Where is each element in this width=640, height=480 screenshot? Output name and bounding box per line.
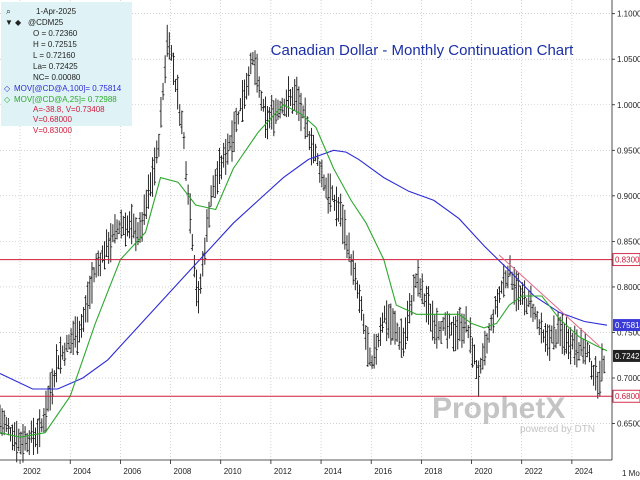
ma25-diamond-icon: ◇ <box>4 95 11 104</box>
x-tick-label: 2012 <box>274 467 292 476</box>
y-tick-label: 1.00000 <box>617 101 640 110</box>
ma100-line <box>0 149 608 390</box>
footer-label: 1 Mon <box>622 469 640 478</box>
info-line: La= 0.72425 <box>33 62 78 71</box>
value-marker-label: 0.72425 <box>615 352 640 361</box>
info-line: H = 0.72515 <box>33 40 77 49</box>
x-tick-label: 2016 <box>374 467 392 476</box>
info-symbol: @CDM25 <box>28 18 64 27</box>
hline-value-label: 0.68000 <box>615 392 640 401</box>
info-red-line: V=0.83000 <box>33 126 72 135</box>
y-tick-label: 1.05000 <box>617 55 640 64</box>
collapse-arrow-icon[interactable]: ▼ <box>5 18 13 27</box>
info-panel: ⌕ 1-Apr-2025 ▼ ◆ @CDM25 O = 0.72360 H = … <box>1 2 132 126</box>
hline-value-box <box>612 389 640 403</box>
search-icon: ⌕ <box>6 6 11 16</box>
hline-value-label: 0.83000 <box>615 256 640 265</box>
y-tick-label: 0.95000 <box>617 146 640 155</box>
info-line: L = 0.72160 <box>33 51 76 60</box>
info-ma25-label: MOV[@CD@A,25]= 0.72988 <box>14 95 117 104</box>
x-tick-label: 2022 <box>525 467 543 476</box>
x-tick-label: 2024 <box>575 467 593 476</box>
watermark-brand: ProphetX <box>432 392 565 425</box>
hline-value-box <box>612 253 640 267</box>
value-marker-box <box>613 349 640 362</box>
watermark-sub: powered by DTN <box>520 424 595 435</box>
info-line: NC= 0.00080 <box>33 73 81 82</box>
info-red-line: A=-38.8, V=0.73408 <box>33 105 105 114</box>
x-tick-label: 2010 <box>224 467 242 476</box>
info-line: O = 0.72360 <box>33 29 78 38</box>
x-tick-label: 2002 <box>23 467 41 476</box>
x-tick-label: 2018 <box>424 467 442 476</box>
value-marker-label: 0.75814 <box>615 321 640 330</box>
info-ma100-label: MOV[@CD@A,100]= 0.75814 <box>14 84 122 93</box>
y-tick-label: 1.10000 <box>617 10 640 19</box>
info-red-line: V=0.68000 <box>33 115 72 124</box>
x-tick-label: 2014 <box>324 467 342 476</box>
downtrend-line <box>498 254 600 347</box>
x-tick-label: 2006 <box>123 467 141 476</box>
ma100-diamond-icon: ◇ <box>4 84 11 93</box>
x-tick-label: 2004 <box>73 467 91 476</box>
ma25-line <box>0 104 608 438</box>
value-marker-box <box>613 319 640 332</box>
info-date: 1-Apr-2025 <box>36 7 77 16</box>
chart-title: Canadian Dollar - Monthly Continuation C… <box>271 42 574 59</box>
info-panel-bg <box>1 2 132 126</box>
collapse-diamond-icon: ◆ <box>15 18 22 27</box>
x-tick-label: 2008 <box>174 467 192 476</box>
x-tick-label: 2020 <box>475 467 493 476</box>
